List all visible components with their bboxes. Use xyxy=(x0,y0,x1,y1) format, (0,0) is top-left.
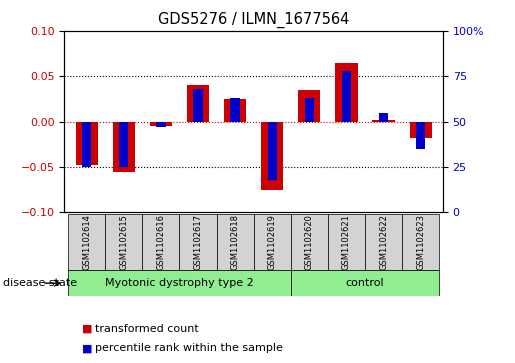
Text: disease state: disease state xyxy=(3,278,77,288)
Bar xyxy=(291,214,328,270)
Bar xyxy=(335,62,357,122)
Text: GSM1102619: GSM1102619 xyxy=(268,215,277,270)
Text: Myotonic dystrophy type 2: Myotonic dystrophy type 2 xyxy=(105,278,254,288)
Bar xyxy=(328,214,365,270)
Bar xyxy=(193,89,202,122)
Text: percentile rank within the sample: percentile rank within the sample xyxy=(95,343,283,354)
Text: GSM1102614: GSM1102614 xyxy=(82,215,91,270)
Bar xyxy=(342,71,351,122)
Text: ■: ■ xyxy=(82,343,93,354)
Bar xyxy=(76,122,98,165)
Text: transformed count: transformed count xyxy=(95,323,199,334)
Text: GSM1102623: GSM1102623 xyxy=(416,214,425,270)
Bar xyxy=(68,214,105,270)
Text: GSM1102620: GSM1102620 xyxy=(305,215,314,270)
Bar xyxy=(113,122,135,172)
Bar xyxy=(224,99,246,122)
Text: control: control xyxy=(346,278,384,288)
Bar xyxy=(150,122,172,126)
Text: GSM1102622: GSM1102622 xyxy=(379,215,388,270)
Bar xyxy=(119,122,128,167)
Bar xyxy=(416,122,425,149)
Bar xyxy=(230,98,239,122)
Bar xyxy=(261,122,283,189)
Bar xyxy=(68,270,291,296)
Bar xyxy=(253,214,291,270)
Text: GSM1102616: GSM1102616 xyxy=(157,214,165,270)
Bar xyxy=(305,98,314,122)
Bar xyxy=(365,214,402,270)
Text: GSM1102618: GSM1102618 xyxy=(231,214,239,270)
Bar xyxy=(372,120,394,122)
Text: ■: ■ xyxy=(82,323,93,334)
Bar xyxy=(409,122,432,138)
Title: GDS5276 / ILMN_1677564: GDS5276 / ILMN_1677564 xyxy=(158,12,349,28)
Bar xyxy=(179,214,216,270)
Bar xyxy=(82,122,91,167)
Bar xyxy=(156,122,165,127)
Text: GSM1102615: GSM1102615 xyxy=(119,215,128,270)
Text: GSM1102621: GSM1102621 xyxy=(342,215,351,270)
Bar xyxy=(187,85,209,122)
Bar xyxy=(142,214,179,270)
Bar xyxy=(216,214,253,270)
Bar xyxy=(105,214,142,270)
Bar xyxy=(291,270,439,296)
Bar xyxy=(379,113,388,122)
Bar xyxy=(402,214,439,270)
Bar xyxy=(268,122,277,180)
Text: GSM1102617: GSM1102617 xyxy=(194,214,202,270)
Bar xyxy=(298,90,320,122)
